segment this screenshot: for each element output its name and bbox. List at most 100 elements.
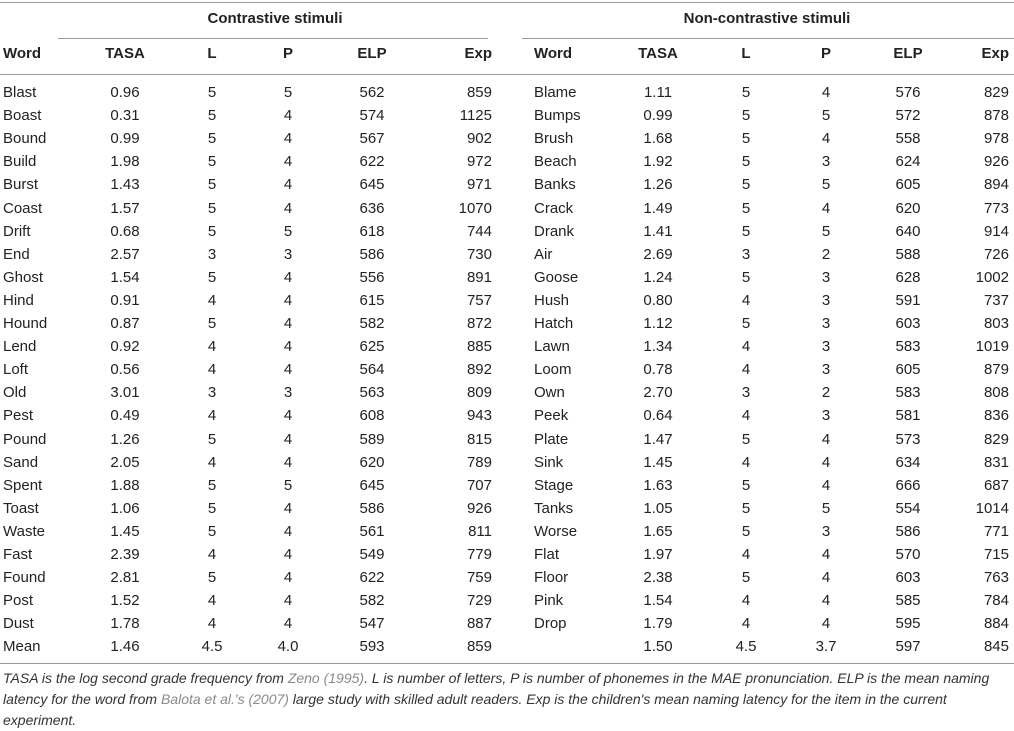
non-contrastive-cell-tasa: 1.50 [643, 638, 673, 656]
contrastive-cell-word: Lend [3, 338, 37, 356]
non-contrastive-cell-tasa: 1.05 [643, 499, 673, 517]
contrastive-cell-exp: 859 [466, 638, 492, 656]
header-rule [0, 74, 1014, 75]
non-contrastive-cell-p: 3 [821, 338, 831, 356]
non-contrastive-cell-p: 5 [821, 499, 831, 517]
contrastive-cell-tasa: 1.46 [110, 638, 140, 656]
contrastive-cell-p: 4 [283, 268, 293, 286]
non-contrastive-cell-l: 5 [741, 268, 751, 286]
non-contrastive-cell-l: 4 [741, 546, 751, 563]
non-contrastive-cell-tasa: 1.49 [643, 199, 673, 217]
non-contrastive-cell-p: 2 [821, 245, 831, 263]
non-contrastive-cell-word: Bumps [534, 107, 581, 125]
contrastive-cell-l: 5 [207, 499, 217, 517]
non-contrastive-header-l: L [741, 45, 751, 62]
non-contrastive-cell-exp: 726 [983, 245, 1009, 263]
contrastive-cell-elp: 589 [359, 430, 385, 448]
non-contrastive-cell-word: Tanks [534, 499, 574, 517]
non-contrastive-cell-l: 5 [741, 107, 751, 125]
non-contrastive-cell-word: Lawn [534, 338, 570, 356]
non-contrastive-cell-exp: 763 [983, 569, 1009, 587]
non-contrastive-cell-elp: 634 [895, 453, 921, 471]
non-contrastive-cell-exp: 829 [983, 84, 1009, 101]
contrastive-cell-tasa: 1.54 [110, 268, 140, 286]
non-contrastive-cell-word: Beach [534, 153, 577, 171]
contrastive-cell-tasa: 0.91 [110, 291, 140, 309]
non-contrastive-cell-exp: 831 [983, 453, 1009, 471]
non-contrastive-cell-exp: 914 [983, 222, 1009, 240]
contrastive-cell-exp: 815 [466, 430, 492, 448]
non-contrastive-cell-l: 4 [741, 615, 751, 633]
contrastive-cell-elp: 549 [359, 546, 385, 563]
non-contrastive-cell-elp: 585 [895, 592, 921, 610]
non-contrastive-cell-word: Plate [534, 430, 569, 448]
non-contrastive-cell-word: Loom [534, 361, 572, 379]
contrastive-cell-tasa: 0.49 [110, 407, 140, 425]
contrastive-header-tasa: TASA [105, 45, 145, 62]
contrastive-cell-tasa: 0.56 [110, 361, 140, 379]
contrastive-group-rule [58, 38, 488, 39]
non-contrastive-cell-l: 5 [741, 499, 751, 517]
non-contrastive-cell-p: 4 [821, 84, 831, 101]
contrastive-cell-l: 5 [207, 176, 217, 194]
non-contrastive-cell-exp: 878 [983, 107, 1009, 125]
non-contrastive-cell-word: Hush [534, 291, 570, 309]
contrastive-cell-l: 5 [207, 107, 217, 125]
contrastive-cell-tasa: 0.96 [110, 84, 140, 101]
non-contrastive-cell-p: 3 [821, 291, 831, 309]
contrastive-cell-elp: 608 [359, 407, 385, 425]
balota-2007-citation[interactable]: Balota et al.'s (2007) [160, 691, 289, 707]
contrastive-header-l: L [207, 45, 217, 62]
non-contrastive-cell-tasa: 1.79 [643, 615, 673, 633]
non-contrastive-cell-l: 5 [741, 476, 751, 494]
non-contrastive-cell-tasa: 1.41 [643, 222, 673, 240]
contrastive-cell-l: 5 [207, 430, 217, 448]
non-contrastive-header-p: P [820, 45, 831, 62]
contrastive-cell-p: 4 [283, 315, 293, 332]
contrastive-cell-exp: 902 [466, 130, 492, 148]
contrastive-cell-word: Mean [3, 638, 41, 656]
contrastive-cell-exp: 872 [466, 315, 492, 332]
contrastive-cell-elp: 561 [359, 522, 385, 540]
contrastive-cell-elp: 556 [359, 268, 385, 286]
contrastive-cell-p: 4 [283, 569, 293, 587]
contrastive-cell-l: 4 [207, 407, 217, 425]
contrastive-cell-l: 4 [207, 338, 217, 356]
contrastive-cell-word: Old [3, 384, 27, 402]
non-contrastive-cell-tasa: 1.97 [643, 546, 673, 563]
contrastive-cell-exp: 730 [466, 245, 492, 263]
contrastive-cell-exp: 757 [466, 291, 492, 309]
non-contrastive-cell-elp: 570 [895, 546, 921, 563]
contrastive-cell-exp: 811 [468, 522, 492, 540]
non-contrastive-cell-elp: 572 [895, 107, 921, 125]
non-contrastive-cell-tasa: 1.63 [643, 476, 673, 494]
contrastive-cell-l: 4.5 [201, 638, 223, 656]
non-contrastive-cell-p: 4 [821, 130, 831, 148]
non-contrastive-cell-l: 5 [741, 522, 751, 540]
non-contrastive-cell-tasa: 1.12 [643, 315, 673, 332]
contrastive-cell-elp: 636 [359, 199, 385, 217]
contrastive-cell-word: Hound [3, 315, 48, 332]
non-contrastive-cell-l: 4 [741, 592, 751, 610]
contrastive-cell-tasa: 1.45 [110, 522, 140, 540]
contrastive-cell-elp: 645 [359, 176, 385, 194]
contrastive-cell-tasa: 0.99 [110, 130, 140, 148]
contrastive-cell-p: 4.0 [277, 638, 299, 656]
non-contrastive-cell-exp: 808 [983, 384, 1009, 402]
non-contrastive-cell-exp: 836 [983, 407, 1009, 425]
contrastive-cell-word: Hind [3, 291, 34, 309]
contrastive-cell-tasa: 1.78 [110, 615, 140, 633]
non-contrastive-cell-l: 5 [741, 569, 751, 587]
zeno-1995-citation[interactable]: Zeno (1995) [287, 670, 365, 686]
non-contrastive-cell-tasa: 0.78 [643, 361, 673, 379]
non-contrastive-cell-exp: 829 [983, 430, 1009, 448]
contrastive-header-p: P [282, 45, 293, 62]
contrastive-cell-elp: 645 [359, 476, 385, 494]
non-contrastive-cell-tasa: 1.26 [643, 176, 673, 194]
non-contrastive-cell-tasa: 1.92 [643, 153, 673, 171]
contrastive-cell-l: 4 [207, 361, 217, 379]
contrastive-cell-p: 4 [283, 153, 293, 171]
contrastive-cell-word: Fast [3, 546, 33, 563]
non-contrastive-cell-p: 5 [821, 176, 831, 194]
contrastive-cell-elp: 622 [359, 569, 385, 587]
